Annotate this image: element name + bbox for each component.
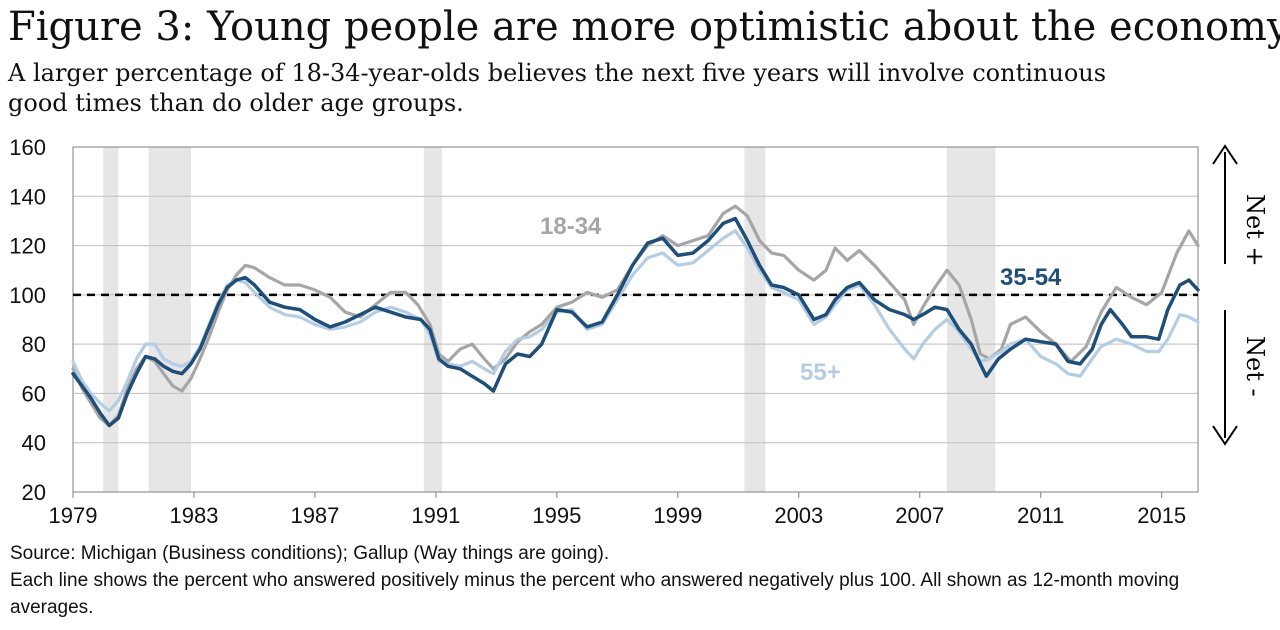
source-note: Source: Michigan (Business conditions); … — [10, 543, 610, 564]
chart-subtitle: A larger percentage of 18-34-year-olds b… — [8, 59, 1107, 117]
recession-band-0 — [103, 147, 119, 492]
recession-band-2 — [423, 147, 442, 492]
y-tick-label-140: 140 — [9, 184, 46, 209]
x-tick-label-2007: 2007 — [895, 503, 944, 528]
recession-band-3 — [744, 147, 766, 492]
series-line-35-54 — [71, 216, 1200, 428]
plot-frame — [72, 146, 1199, 493]
x-tick-label-1995: 1995 — [532, 503, 581, 528]
x-tick-label-1991: 1991 — [411, 503, 460, 528]
method-note: Each line shows the percent who answered… — [10, 570, 1180, 618]
x-tick-label-1999: 1999 — [653, 503, 702, 528]
series-label-35-54: 35-54 — [1000, 264, 1062, 291]
y-tick-label-40: 40 — [22, 431, 46, 456]
series-label-55-plus: 55+ — [800, 359, 841, 386]
y-tick-label-120: 120 — [9, 234, 46, 259]
series-lines — [71, 204, 1200, 428]
x-axis-ticks: 1979 1983 1987 1991 1995 1999 2003 2007 2011 2015 — [49, 492, 1186, 528]
recession-band-1 — [148, 147, 191, 492]
x-tick-label-1979: 1979 — [49, 503, 98, 528]
chart-title: Figure 3: Young people are more optimist… — [8, 4, 1280, 50]
y-tick-label-80: 80 — [22, 332, 46, 357]
series-line-18-34 — [71, 204, 1200, 428]
net-negative-label: Net - — [1241, 336, 1269, 397]
y-tick-label-60: 60 — [22, 381, 46, 406]
y-tick-label-20: 20 — [22, 480, 46, 505]
series-label-18-34: 18-34 — [540, 213, 602, 240]
net-arrow — [1212, 144, 1238, 446]
x-tick-label-2011: 2011 — [1017, 503, 1064, 528]
x-tick-label-2015: 2015 — [1137, 503, 1186, 528]
x-tick-label-2003: 2003 — [774, 503, 823, 528]
line-chart: 20 40 60 80 100 120 140 160 1979 1983 1987 1991 199… — [9, 135, 1269, 528]
y-axis-ticks: 20 40 60 80 100 120 140 160 — [9, 135, 46, 505]
net-positive-label: Net + — [1241, 194, 1269, 267]
x-tick-label-1987: 1987 — [290, 503, 339, 528]
x-tick-label-1983: 1983 — [169, 503, 218, 528]
chart-notes: Source: Michigan (Business conditions); … — [10, 540, 1260, 621]
y-tick-label-160: 160 — [9, 135, 46, 160]
y-tick-label-100: 100 — [9, 283, 46, 308]
